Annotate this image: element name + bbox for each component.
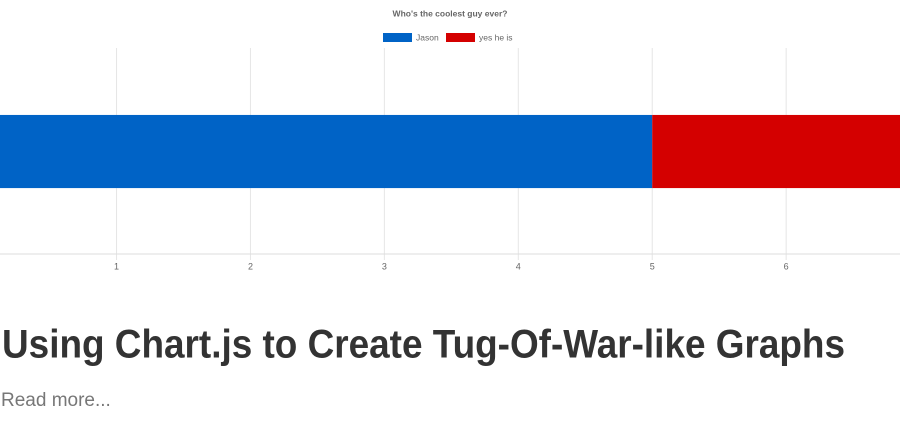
legend-label: Jason xyxy=(416,32,439,42)
legend: Jason yes he is xyxy=(383,32,513,42)
x-tick-label: 4 xyxy=(516,261,521,271)
legend-swatch xyxy=(446,33,475,42)
bar-segment xyxy=(652,114,900,189)
x-tick-label: 2 xyxy=(248,261,253,271)
x-tick-label: 5 xyxy=(650,261,655,271)
legend-label: yes he is xyxy=(479,32,513,42)
chart-title: Who's the coolest guy ever? xyxy=(393,8,508,18)
x-tick-label: 3 xyxy=(382,261,387,271)
bars xyxy=(0,114,900,189)
legend-swatch xyxy=(383,33,412,42)
post-title[interactable]: Using Chart.js to Create Tug-Of-War-like… xyxy=(2,323,845,367)
read-more[interactable]: Read more... xyxy=(1,390,111,411)
bar-segment xyxy=(0,114,653,189)
x-tick-label: 1 xyxy=(114,261,119,271)
x-tick-label: 6 xyxy=(784,261,789,271)
